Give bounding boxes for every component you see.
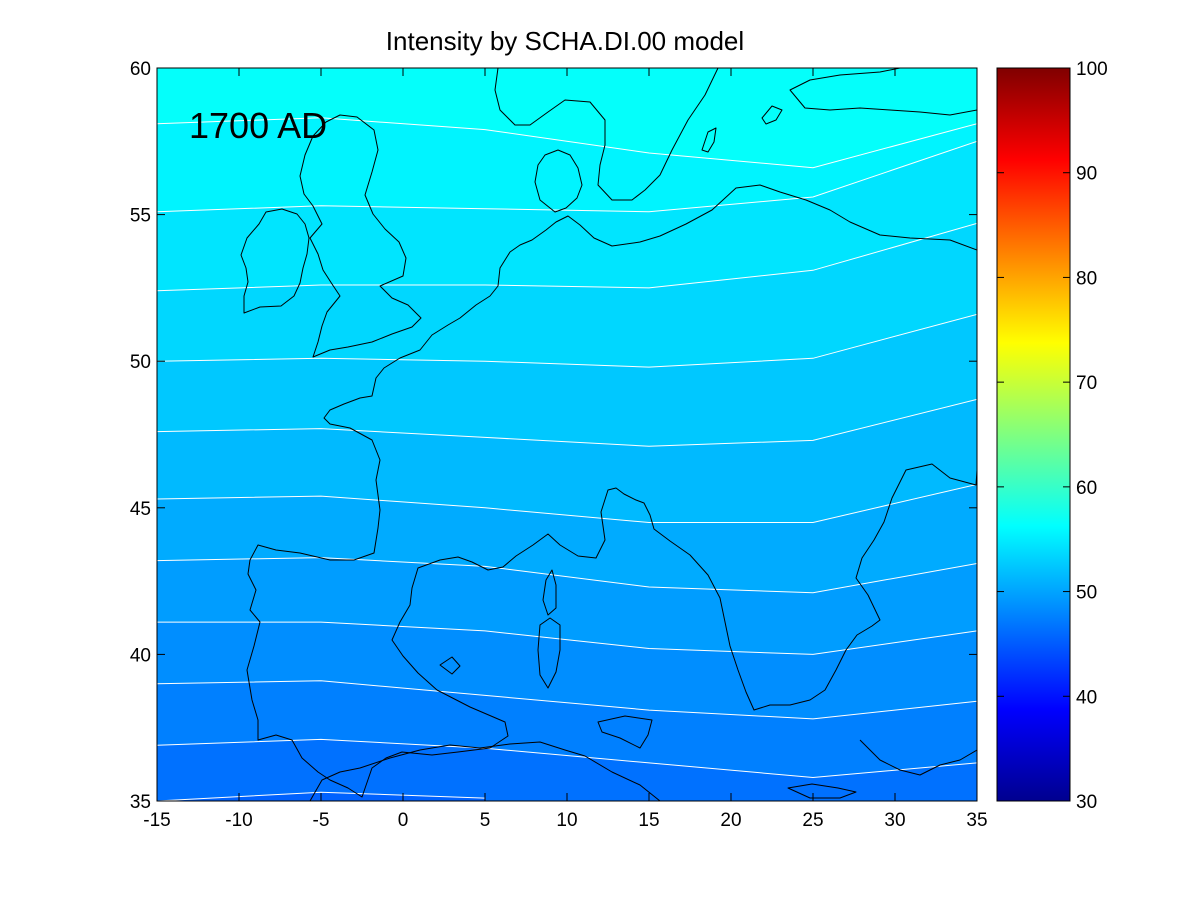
x-tick-label: 15 — [638, 810, 659, 831]
plot-area — [157, 68, 977, 801]
coast-ireland — [240, 208, 310, 314]
colorbar-axis: 30 40 50 60 70 80 90 100 — [997, 59, 1108, 813]
contour-line-56 — [157, 117, 977, 169]
intensity-bands — [157, 68, 977, 801]
colorbar-tick-label: 100 — [1076, 59, 1108, 80]
colorbar — [996, 67, 1071, 802]
y-tick-label: 45 — [130, 499, 151, 520]
x-tick-label: 5 — [480, 810, 491, 831]
colorbar-tick-label: 40 — [1076, 687, 1097, 708]
coast-crete — [787, 783, 857, 799]
coast-corsica — [542, 569, 557, 616]
epoch-label: 1700 AD — [189, 105, 327, 146]
x-tick-label: 35 — [966, 810, 987, 831]
colorbar-tick-label: 30 — [1076, 792, 1097, 813]
coast-sicily — [597, 715, 653, 749]
x-tick-label: 30 — [884, 810, 905, 831]
band-below-47 — [157, 739, 977, 801]
contour-line-47 — [157, 738, 977, 779]
x-axis: -15 -10 -5 0 5 10 15 20 25 30 35 — [143, 68, 988, 831]
x-tick-label: 10 — [556, 810, 577, 831]
x-tick-label: -10 — [225, 810, 252, 831]
contour-line-46 — [157, 791, 486, 801]
coast-anatolia — [859, 739, 977, 776]
colorbar-tick-label: 70 — [1076, 373, 1097, 394]
contour-line-55 — [157, 140, 977, 213]
contour-line-53 — [157, 313, 977, 368]
x-tick-label: 20 — [720, 810, 741, 831]
contour-line-52 — [157, 398, 977, 447]
coast-gotland — [701, 127, 717, 153]
coast-finland — [789, 68, 977, 116]
coastlines — [240, 68, 977, 801]
contour-lines — [157, 117, 977, 801]
colorbar-tick-label: 50 — [1076, 583, 1097, 604]
contour-line-49 — [157, 621, 977, 655]
coast-north-africa — [309, 741, 661, 801]
contour-line-48 — [157, 680, 977, 720]
coast-saaremaa — [761, 105, 783, 125]
y-tick-label: 50 — [130, 352, 151, 373]
colorbar-tick-label: 90 — [1076, 164, 1097, 185]
y-tick-label: 40 — [130, 645, 151, 666]
x-tick-label: -15 — [143, 810, 170, 831]
contour-line-51 — [157, 483, 977, 523]
contour-line-54 — [157, 222, 977, 292]
coast-sardinia — [537, 617, 561, 689]
y-tick-label: 60 — [130, 59, 151, 80]
x-tick-label: 25 — [802, 810, 823, 831]
coast-majorca — [439, 656, 461, 675]
y-axis: 35 40 45 50 55 60 — [130, 59, 977, 813]
colorbar-tick-label: 60 — [1076, 478, 1097, 499]
y-tick-label: 35 — [130, 792, 151, 813]
coast-western-mainland — [246, 184, 977, 798]
x-tick-label: -5 — [313, 810, 330, 831]
x-tick-label: 0 — [398, 810, 409, 831]
chart-title: Intensity by SCHA.DI.00 model — [386, 26, 744, 56]
coast-scandinavia — [494, 68, 719, 201]
coast-jutland — [534, 149, 583, 213]
coast-great-britain — [299, 114, 422, 358]
colorbar-tick-label: 80 — [1076, 268, 1097, 289]
contour-line-50 — [157, 557, 977, 594]
y-tick-label: 55 — [130, 206, 151, 227]
